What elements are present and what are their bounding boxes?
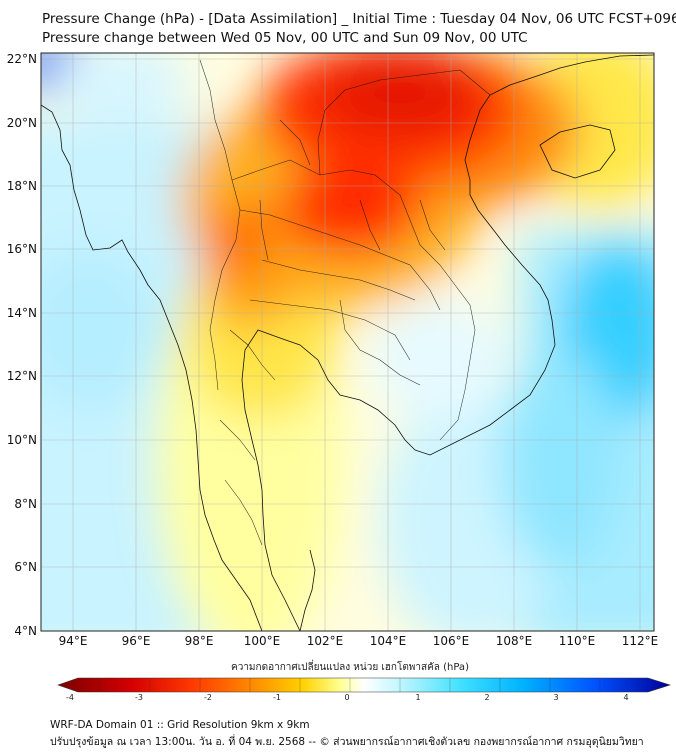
lon-label: 94°E — [59, 634, 88, 648]
lat-label: 22°N — [7, 52, 37, 66]
lat-label: 8°N — [14, 497, 37, 511]
colorbar-tick: 3 — [553, 693, 558, 700]
lat-label: 16°N — [7, 242, 37, 256]
lat-label: 4°N — [14, 624, 37, 638]
coastlines — [41, 54, 654, 631]
admin-borders — [199, 59, 491, 546]
lat-label: 18°N — [7, 179, 37, 193]
colorbar-ticks: -4 -3 -2 -1 0 1 2 3 4 — [66, 693, 629, 700]
map-subtitle: Pressure change between Wed 05 Nov, 00 U… — [42, 30, 528, 46]
colorbar-tick: -3 — [135, 693, 143, 700]
colorbar-label: ความกดอากาศเปลี่ยนแปลง หน่วย เฮกโตพาสคัล… — [231, 659, 469, 673]
lon-label: 106°E — [433, 634, 470, 648]
colorbar-tick: 2 — [484, 693, 489, 700]
colorbar-tick: 0 — [344, 693, 349, 700]
lon-label: 110°E — [559, 634, 596, 648]
lon-label: 100°E — [244, 634, 281, 648]
pressure-change-map: 22°N 20°N 18°N 16°N 14°N 12°N 10°N 8°N 6… — [7, 52, 671, 700]
map-title: Pressure Change (hPa) - [Data Assimilati… — [42, 11, 676, 27]
lon-label: 98°E — [185, 634, 214, 648]
lat-label: 10°N — [7, 433, 37, 447]
lat-label: 14°N — [7, 306, 37, 320]
colorbar-tick: 1 — [415, 693, 420, 700]
colorbar-tick: -4 — [66, 693, 74, 700]
colorbar-tick: -2 — [204, 693, 212, 700]
lon-label: 102°E — [307, 634, 344, 648]
latitude-labels: 22°N 20°N 18°N 16°N 14°N 12°N 10°N 8°N 6… — [7, 52, 37, 638]
colorbar — [57, 677, 671, 693]
lat-label: 6°N — [14, 560, 37, 574]
lon-label: 104°E — [370, 634, 407, 648]
footer-credit: ปรับปรุงข้อมูล ณ เวลา 13:00น. วัน อ. ที่… — [50, 736, 644, 748]
colorbar-tick: 4 — [623, 693, 628, 700]
lat-label: 20°N — [7, 116, 37, 130]
footer-model-info: WRF-DA Domain 01 :: Grid Resolution 9km … — [50, 719, 310, 731]
lon-label: 96°E — [122, 634, 151, 648]
pressure-field — [41, 53, 654, 631]
lon-label: 112°E — [622, 634, 659, 648]
colorbar-tick: -1 — [273, 693, 281, 700]
lat-label: 12°N — [7, 369, 37, 383]
lon-label: 108°E — [496, 634, 533, 648]
longitude-labels: 94°E 96°E 98°E 100°E 102°E 104°E 106°E 1… — [59, 634, 659, 648]
graticule — [41, 53, 654, 631]
